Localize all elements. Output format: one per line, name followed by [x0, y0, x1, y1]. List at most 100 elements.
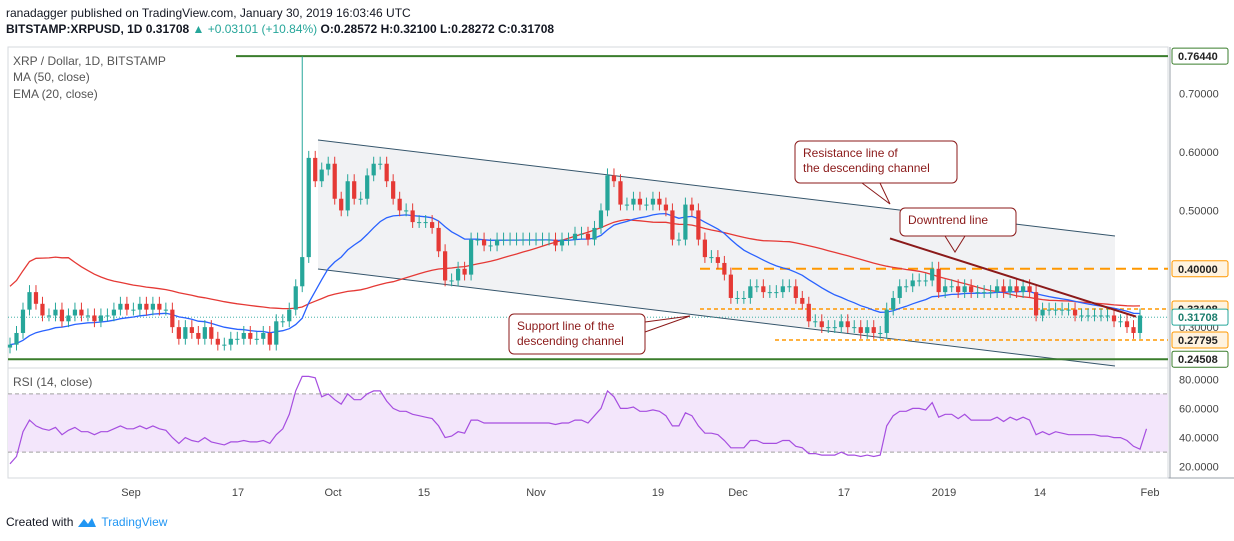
candle[interactable] — [988, 285, 993, 298]
candle[interactable] — [995, 279, 1000, 298]
candle[interactable] — [14, 325, 19, 351]
candle[interactable] — [975, 285, 980, 298]
candle[interactable] — [365, 168, 370, 205]
candle[interactable] — [430, 215, 435, 234]
candle[interactable] — [787, 279, 792, 293]
candle[interactable] — [397, 191, 402, 217]
candle[interactable] — [553, 232, 558, 252]
candle[interactable] — [1118, 314, 1123, 328]
candle[interactable] — [689, 197, 695, 217]
candle[interactable] — [378, 156, 383, 170]
rsi-line[interactable] — [9, 375, 1148, 465]
candle[interactable] — [27, 285, 32, 316]
candle[interactable] — [605, 168, 610, 217]
candle[interactable] — [339, 191, 344, 217]
candle[interactable] — [462, 261, 467, 281]
candle[interactable] — [404, 203, 409, 217]
candle[interactable] — [131, 302, 136, 316]
candle[interactable] — [702, 232, 707, 263]
candle[interactable] — [384, 156, 389, 188]
candle[interactable] — [858, 320, 863, 339]
candle[interactable] — [1033, 285, 1039, 322]
candle[interactable] — [943, 279, 948, 298]
candle[interactable] — [884, 302, 889, 339]
candle[interactable] — [865, 320, 870, 339]
candle[interactable] — [793, 279, 798, 304]
candle[interactable] — [832, 320, 837, 333]
candle[interactable] — [930, 261, 935, 287]
candle[interactable] — [546, 232, 552, 246]
candle[interactable] — [670, 203, 675, 246]
candle[interactable] — [202, 320, 207, 345]
candle[interactable] — [157, 296, 162, 316]
candle[interactable] — [468, 232, 474, 281]
candle[interactable] — [1105, 308, 1110, 322]
candle[interactable] — [124, 296, 130, 316]
candle[interactable] — [852, 320, 857, 333]
candle[interactable] — [144, 296, 149, 316]
candle[interactable] — [1079, 308, 1084, 322]
candle[interactable] — [650, 191, 656, 211]
candle[interactable] — [40, 296, 45, 322]
candle[interactable] — [1059, 302, 1065, 316]
candle[interactable] — [767, 285, 772, 298]
candle[interactable] — [183, 320, 188, 345]
candle[interactable] — [839, 314, 844, 333]
candles[interactable] — [7, 56, 1143, 354]
candle[interactable] — [1053, 302, 1058, 316]
candle[interactable] — [897, 279, 902, 304]
candle[interactable] — [533, 232, 539, 246]
candle[interactable] — [436, 220, 441, 258]
candle[interactable] — [46, 308, 52, 322]
candle[interactable] — [728, 267, 733, 304]
candle[interactable] — [261, 325, 266, 345]
candle[interactable] — [618, 174, 623, 211]
price-tag-0.76440[interactable]: 0.76440 — [1171, 47, 1229, 65]
candle[interactable] — [170, 302, 175, 333]
candle[interactable] — [676, 232, 682, 246]
candle[interactable] — [1066, 302, 1071, 316]
candle[interactable] — [332, 156, 337, 205]
candle[interactable] — [313, 150, 318, 188]
price-tag-0.40000[interactable]: 0.40000 — [1171, 260, 1229, 278]
candle[interactable] — [1137, 308, 1143, 339]
candle[interactable] — [962, 279, 967, 298]
candle[interactable] — [663, 197, 669, 217]
candle[interactable] — [1046, 302, 1052, 316]
candle[interactable] — [215, 331, 220, 351]
candle[interactable] — [1098, 308, 1104, 322]
candle[interactable] — [267, 325, 272, 351]
candle[interactable] — [33, 285, 39, 310]
candle[interactable] — [611, 168, 617, 188]
candle[interactable] — [98, 308, 104, 328]
candle[interactable] — [300, 56, 305, 293]
candle[interactable] — [79, 302, 84, 322]
candle[interactable] — [287, 302, 292, 328]
candle[interactable] — [696, 203, 701, 246]
price-tag-0.31708[interactable]: 0.31708 — [1171, 308, 1229, 326]
candle[interactable] — [293, 279, 298, 316]
candle[interactable] — [306, 150, 311, 263]
candle[interactable] — [826, 320, 831, 333]
candle[interactable] — [111, 302, 117, 322]
candle[interactable] — [741, 290, 746, 304]
candle[interactable] — [774, 285, 779, 298]
candle[interactable] — [1001, 279, 1006, 298]
candle[interactable] — [280, 314, 285, 328]
candle[interactable] — [1131, 320, 1136, 339]
downtrend-callout[interactable]: Downtrend line — [899, 207, 1017, 253]
candle[interactable] — [371, 156, 376, 182]
candle[interactable] — [709, 250, 714, 263]
candle[interactable] — [520, 232, 526, 246]
candle[interactable] — [1111, 308, 1117, 328]
candle[interactable] — [150, 296, 155, 316]
candle[interactable] — [748, 279, 753, 304]
candle[interactable] — [1020, 279, 1026, 298]
candle[interactable] — [540, 232, 545, 246]
candle[interactable] — [391, 174, 396, 205]
candle[interactable] — [585, 226, 591, 246]
candle[interactable] — [254, 331, 259, 345]
